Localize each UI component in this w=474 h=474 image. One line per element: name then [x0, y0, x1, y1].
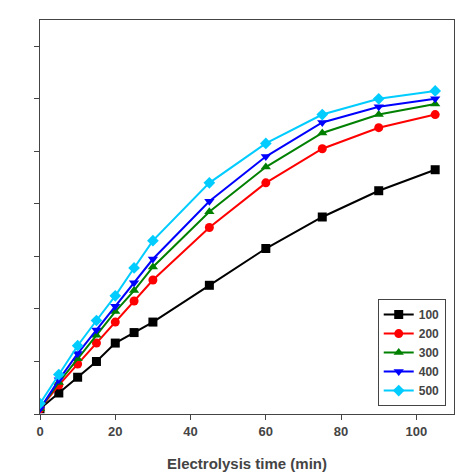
svg-text:0: 0 [36, 424, 43, 439]
svg-text:200: 200 [419, 327, 439, 341]
svg-text:300: 300 [419, 346, 439, 360]
svg-text:80: 80 [334, 424, 348, 439]
svg-text:40: 40 [183, 424, 197, 439]
svg-text:60: 60 [259, 424, 273, 439]
svg-text:100: 100 [419, 308, 439, 322]
svg-text:20: 20 [108, 424, 122, 439]
svg-text:400: 400 [419, 365, 439, 379]
svg-text:100: 100 [406, 424, 428, 439]
svg-text:Electrolysis time (min): Electrolysis time (min) [167, 455, 327, 472]
svg-text:500: 500 [419, 384, 439, 398]
